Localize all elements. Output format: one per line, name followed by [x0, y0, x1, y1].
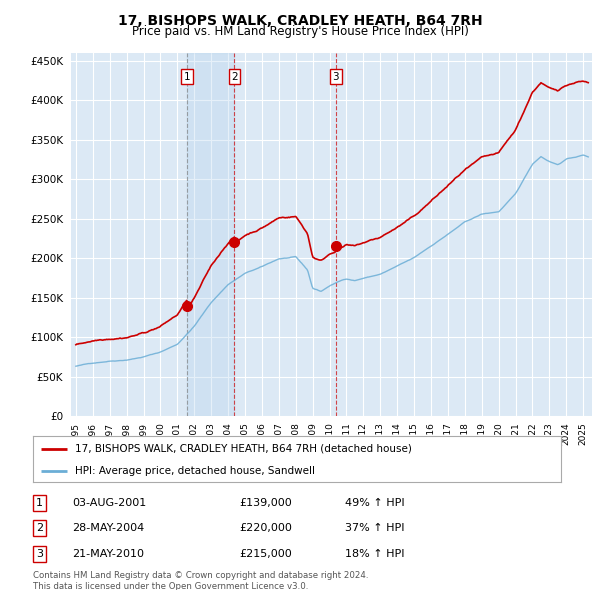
Text: 49% ↑ HPI: 49% ↑ HPI: [344, 498, 404, 507]
Text: £139,000: £139,000: [239, 498, 292, 507]
Text: 2: 2: [231, 72, 238, 82]
Text: 21-MAY-2010: 21-MAY-2010: [73, 549, 145, 559]
Text: Price paid vs. HM Land Registry's House Price Index (HPI): Price paid vs. HM Land Registry's House …: [131, 25, 469, 38]
Text: 2: 2: [36, 523, 43, 533]
Text: £220,000: £220,000: [239, 523, 292, 533]
Text: 1: 1: [36, 498, 43, 507]
Text: 28-MAY-2004: 28-MAY-2004: [73, 523, 145, 533]
Text: 17, BISHOPS WALK, CRADLEY HEATH, B64 7RH (detached house): 17, BISHOPS WALK, CRADLEY HEATH, B64 7RH…: [75, 444, 412, 454]
Text: 3: 3: [332, 72, 339, 82]
Text: 37% ↑ HPI: 37% ↑ HPI: [344, 523, 404, 533]
Text: 03-AUG-2001: 03-AUG-2001: [73, 498, 147, 507]
Text: £215,000: £215,000: [239, 549, 292, 559]
Text: 18% ↑ HPI: 18% ↑ HPI: [344, 549, 404, 559]
Text: Contains HM Land Registry data © Crown copyright and database right 2024.
This d: Contains HM Land Registry data © Crown c…: [33, 571, 368, 590]
Text: 3: 3: [36, 549, 43, 559]
Text: 17, BISHOPS WALK, CRADLEY HEATH, B64 7RH: 17, BISHOPS WALK, CRADLEY HEATH, B64 7RH: [118, 14, 482, 28]
Text: 1: 1: [184, 72, 190, 82]
Text: HPI: Average price, detached house, Sandwell: HPI: Average price, detached house, Sand…: [75, 466, 315, 476]
Bar: [187, 53, 235, 416]
